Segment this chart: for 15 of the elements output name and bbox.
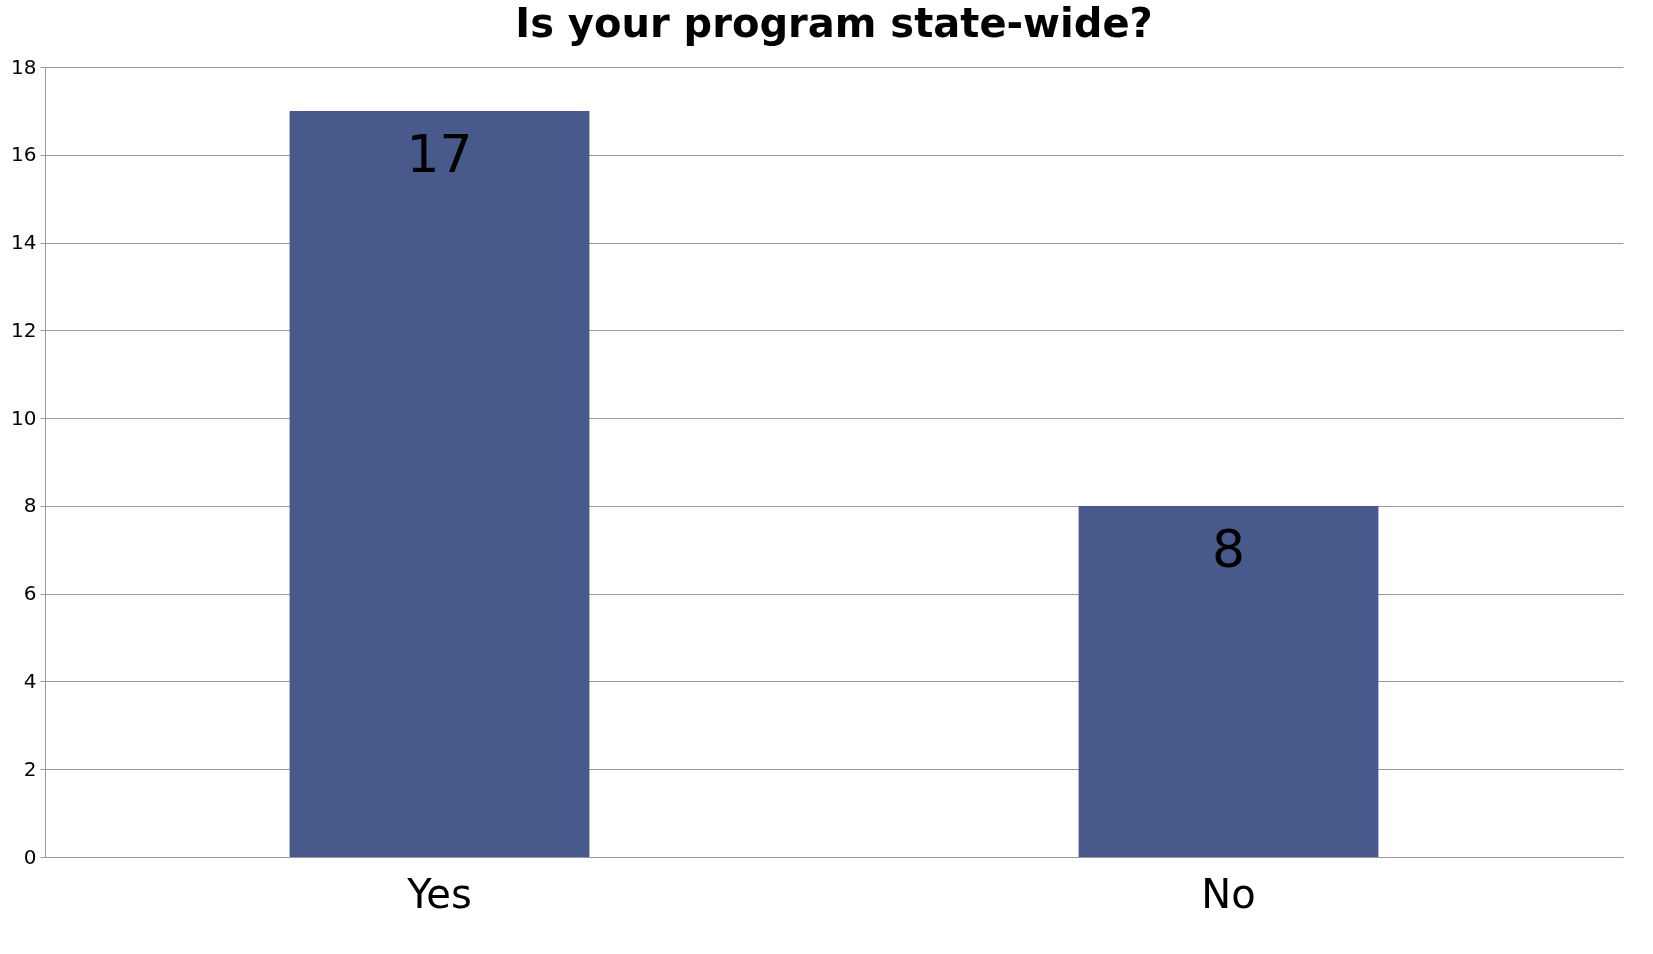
data-label: 8	[1211, 518, 1246, 579]
chart-title: Is your program state-wide?	[515, 0, 1153, 46]
y-tick-label: 16	[11, 142, 37, 167]
y-tick-label: 6	[23, 581, 37, 606]
x-tick-label: No	[1201, 870, 1256, 917]
y-tick-label: 4	[23, 668, 37, 693]
y-tick-label: 10	[11, 405, 37, 430]
x-tick-label: Yes	[406, 870, 472, 917]
y-tick-label: 14	[11, 230, 37, 255]
data-label: 17	[406, 123, 473, 184]
y-tick-label: 8	[23, 493, 37, 518]
y-tick-label: 2	[23, 756, 37, 781]
y-tick-label: 12	[11, 317, 37, 342]
y-tick-label: 0	[23, 844, 37, 869]
y-tick-label: 18	[11, 54, 37, 79]
